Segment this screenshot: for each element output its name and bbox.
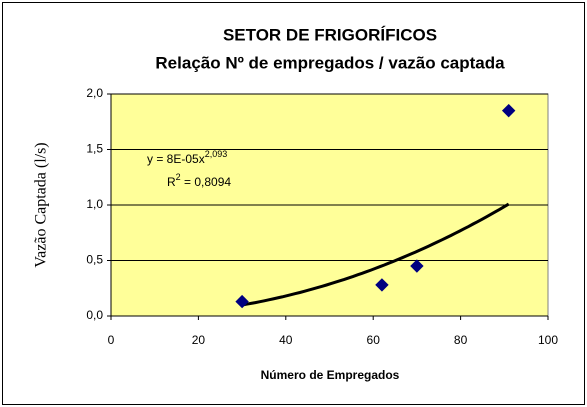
chart-title: SETOR DE FRIGORÍFICOS <box>223 25 437 44</box>
equation-exponent: 2,093 <box>205 149 228 159</box>
trendline-r2: R2 = 0,8094 <box>167 172 231 189</box>
trendline <box>241 202 510 307</box>
equation-text: y = 8E-05x <box>147 152 205 166</box>
x-tick-label: 0 <box>108 333 115 347</box>
r2-symbol: R <box>167 175 176 189</box>
r2-power: 2 <box>176 172 181 182</box>
data-point <box>410 259 424 273</box>
r2-text: = 0,8094 <box>181 175 232 189</box>
y-tick-label: 2,0 <box>86 86 103 100</box>
data-point <box>375 278 389 292</box>
x-axis-label: Número de Empregados <box>261 368 400 382</box>
x-tick-label: 100 <box>538 333 558 347</box>
data-point <box>501 103 516 118</box>
data-point <box>235 294 249 309</box>
trendline-equation: y = 8E-05x2,093 <box>147 149 227 166</box>
y-tick-label: 1,5 <box>86 142 103 156</box>
y-tick-label: 0,5 <box>86 253 103 267</box>
x-tick-label: 80 <box>454 333 468 347</box>
x-tick-label: 40 <box>279 333 293 347</box>
y-tick-label: 1,0 <box>86 197 103 211</box>
chart-subtitle: Relação Nº de empregados / vazão captada <box>155 53 505 72</box>
x-tick-label: 60 <box>367 333 381 347</box>
y-tick-label: 0,0 <box>86 308 103 322</box>
y-axis-label: Vazão Captada (l/s) <box>33 142 50 267</box>
x-tick-label: 20 <box>192 333 206 347</box>
